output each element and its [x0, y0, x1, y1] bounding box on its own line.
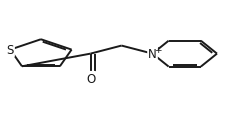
Text: +: + [154, 45, 162, 54]
Text: N: N [148, 48, 157, 61]
Text: S: S [6, 44, 14, 57]
Text: O: O [86, 72, 95, 85]
